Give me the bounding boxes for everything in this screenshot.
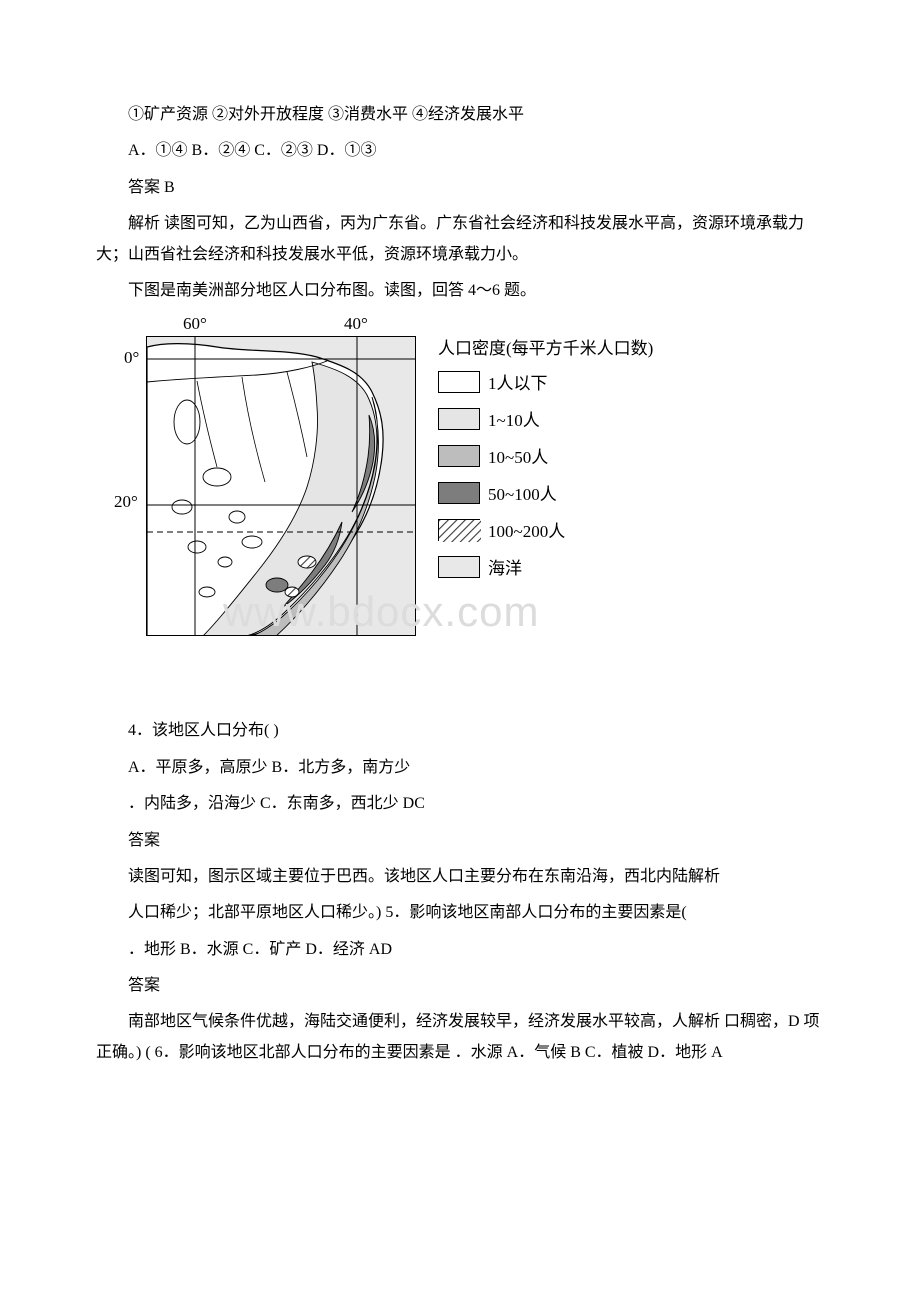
q3-explanation: 解析 读图可知，乙为山西省，丙为广东省。广东省社会经济和科技发展水平高，资源环境… [96, 209, 824, 270]
legend-item-d4: 50~100人 [438, 480, 653, 505]
q4-stem: 4．该地区人口分布( ) [96, 716, 824, 746]
q4-options-b: ．内陆多，沿海少 C．东南多，西北少 DC [96, 789, 824, 819]
lat-0-label: 0° [124, 348, 139, 368]
legend-swatch [438, 371, 480, 393]
legend-swatch [438, 408, 480, 430]
population-map-figure: 60° 40° 0° 20° [128, 316, 728, 646]
legend-item-d1: 1人以下 [438, 369, 653, 394]
q4-answer: 答案 [96, 826, 824, 856]
q5-stem: 人口稀少；北部平原地区人口稀少。) 5．影响该地区南部人口分布的主要因素是( [96, 898, 824, 928]
legend-label: 10~50人 [488, 443, 548, 468]
q3-options: A．①④ B．②④ C．②③ D．①③ [96, 136, 824, 166]
legend-item-d2: 1~10人 [438, 406, 653, 431]
legend-label: 海洋 [488, 554, 522, 579]
map-svg [147, 337, 416, 636]
enclave-1 [174, 400, 200, 444]
lat-20-label: 20° [114, 492, 138, 512]
legend-swatch [438, 556, 480, 578]
legend-item-d3: 10~50人 [438, 443, 653, 468]
land-d4-c [266, 578, 288, 592]
legend-label: 100~200人 [488, 517, 565, 542]
q5-answer: 答案 [96, 971, 824, 1001]
spacer [96, 656, 824, 716]
map-frame [146, 336, 416, 636]
legend-swatch [438, 445, 480, 467]
land-hatch-b [285, 587, 299, 597]
legend-title: 人口密度(每平方千米人口数) [438, 334, 653, 359]
legend-swatch [438, 482, 480, 504]
q3-answer: 答案 B [96, 173, 824, 203]
legend-label: 50~100人 [488, 480, 557, 505]
q4-explanation: 读图可知，图示区域主要位于巴西。该地区人口主要分布在东南沿海，西北内陆解析 [96, 862, 824, 892]
legend-label: 1~10人 [488, 406, 540, 431]
legend-item-ocean: 海洋 [438, 554, 653, 579]
lon-60-label: 60° [183, 314, 207, 334]
lon-40-label: 40° [344, 314, 368, 334]
q3-stem: ①矿产资源 ②对外开放程度 ③消费水平 ④经济发展水平 [96, 100, 824, 130]
map-panel: 60° 40° 0° 20° [128, 316, 408, 646]
legend-swatch [438, 519, 480, 541]
q4-options-a: A．平原多，高原少 B．北方多，南方少 [96, 753, 824, 783]
figure-intro: 下图是南美洲部分地区人口分布图。读图，回答 4～6 题。 [96, 276, 824, 306]
q5-explanation: 南部地区气候条件优越，海陆交通便利，经济发展较早，经济发展水平较高，人解析 口稠… [96, 1007, 824, 1068]
land-hatch-a [298, 556, 316, 568]
legend-label: 1人以下 [488, 369, 548, 394]
legend-item-hatch: 100~200人 [438, 517, 653, 542]
q5-options: ．地形 B．水源 C．矿产 D．经济 AD [96, 935, 824, 965]
map-legend: 人口密度(每平方千米人口数) 1人以下 1~10人 10~50人 50~100人… [438, 334, 653, 591]
